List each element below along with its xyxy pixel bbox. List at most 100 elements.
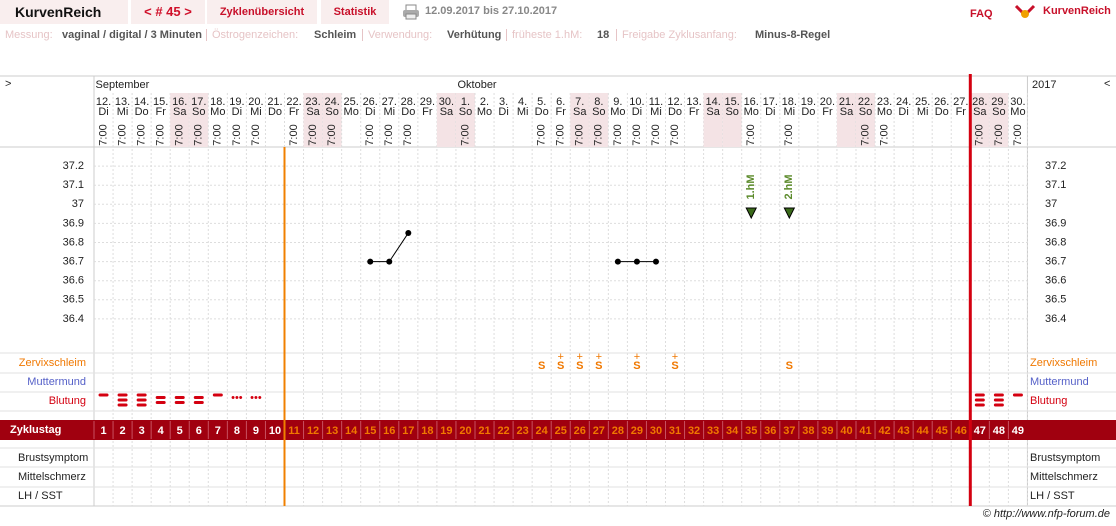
- bleeding-bar: [174, 396, 185, 399]
- time-label: 7:00: [364, 124, 376, 145]
- temperature-point: [652, 258, 659, 265]
- bleeding-bar: [98, 393, 109, 397]
- time-label: 7:00: [631, 124, 643, 145]
- row-label: Mittelschmerz: [18, 471, 86, 483]
- time-label: 7:00: [250, 124, 262, 145]
- cycle-day: 35: [745, 425, 757, 437]
- logo-text[interactable]: KurvenReich: [1043, 5, 1111, 17]
- cycle-nav[interactable]: < # 45 >: [131, 0, 205, 24]
- day-label: 24.: [324, 96, 339, 108]
- nav-right: <: [1104, 78, 1110, 90]
- y-tick-label: 36.4: [63, 313, 84, 325]
- tab[interactable]: Statistik: [321, 0, 389, 24]
- bleeding-bar: [212, 393, 223, 397]
- tab[interactable]: Zyklenübersicht: [207, 0, 317, 24]
- weekday-label: Mi: [917, 106, 929, 118]
- weekend-shade: [455, 93, 475, 147]
- y-tick-label: 36.7: [63, 256, 84, 268]
- cycle-day: 31: [669, 425, 681, 437]
- cycle-day: 21: [478, 425, 490, 437]
- time-label: 7:00: [536, 124, 548, 145]
- setting-value: 18: [597, 29, 610, 41]
- y-tick-label: 36.8: [63, 236, 84, 248]
- time-label: 7:00: [974, 124, 986, 145]
- time-label: 7:00: [288, 124, 300, 145]
- bleeding-bar: [974, 403, 985, 407]
- hm-label: 1.hM: [745, 174, 757, 199]
- weekday-label: So: [992, 106, 1005, 118]
- cycle-day: 19: [440, 425, 452, 437]
- logo-icon: [1014, 4, 1036, 18]
- weekday-label: Mi: [117, 106, 129, 118]
- y-tick-label: 36.5: [63, 294, 84, 306]
- footer: © http://www.nfp-forum.de: [983, 508, 1110, 520]
- brand[interactable]: KurvenReich: [0, 0, 128, 24]
- cycle-day: 9: [253, 425, 259, 437]
- cycle-day: 23: [517, 425, 529, 437]
- weekday-label: Fr: [422, 106, 433, 118]
- weekday-label: So: [459, 106, 472, 118]
- cycle-day: 5: [177, 425, 183, 437]
- time-label: 7:00: [993, 124, 1005, 145]
- time-label: 7:00: [97, 124, 109, 145]
- bleeding-bar: [993, 403, 1004, 407]
- cycle-day: 24: [536, 425, 549, 437]
- faq[interactable]: FAQ: [970, 8, 993, 20]
- day-label: 19.: [229, 96, 244, 108]
- day-label: 24.: [896, 96, 911, 108]
- cycle-day: 7: [215, 425, 221, 437]
- cervix-mark: S: [595, 360, 602, 372]
- temperature-point: [386, 258, 393, 265]
- cycle-day: 20: [459, 425, 471, 437]
- weekend-shade: [570, 93, 590, 147]
- weekday-label: Fr: [289, 106, 300, 118]
- setting-value: Minus-8-Regel: [755, 29, 831, 41]
- row-label: Blutung: [49, 395, 86, 407]
- cycle-day: 34: [726, 425, 739, 437]
- bleeding-bar: [1012, 393, 1023, 397]
- cervix-plus: +: [577, 351, 583, 363]
- weekday-label: Do: [535, 106, 549, 118]
- cycle-day: 48: [993, 425, 1005, 437]
- y-tick-label: 37: [1045, 198, 1057, 210]
- weekday-label: Mi: [250, 106, 262, 118]
- time-label: 7:00: [574, 124, 586, 145]
- cycle-day: 45: [936, 425, 948, 437]
- day-label: 18.: [782, 96, 797, 108]
- weekday-label: Sa: [173, 106, 187, 118]
- weekend-shade: [722, 93, 742, 147]
- time-label: 7:00: [669, 124, 681, 145]
- weekend-shade: [303, 93, 323, 147]
- bleeding-mark: [993, 393, 1004, 407]
- y-tick-label: 36.6: [63, 275, 84, 287]
- weekend-shade: [836, 93, 856, 147]
- row-label: LH / SST: [1030, 490, 1075, 502]
- bleeding-bar: [136, 393, 147, 397]
- weekday-label: Do: [135, 106, 149, 118]
- bleeding-spotting: •••: [250, 392, 262, 404]
- day-label: 26.: [363, 96, 378, 108]
- day-label: 13.: [115, 96, 130, 108]
- weekday-label: Fr: [556, 106, 567, 118]
- cycle-day: 22: [497, 425, 509, 437]
- weekday-label: Mo: [1010, 106, 1025, 118]
- day-label: 16.: [744, 96, 759, 108]
- cycle-day: 2: [120, 425, 126, 437]
- cycle-day: 46: [955, 425, 967, 437]
- weekday-label: Mi: [650, 106, 662, 118]
- weekend-shade: [856, 93, 876, 147]
- top-bar: KurvenReich < # 45 > Zyklenübersicht Sta…: [0, 0, 1116, 26]
- printer-icon[interactable]: [402, 4, 420, 20]
- bleeding-bar: [974, 398, 985, 402]
- cycle-day: 29: [631, 425, 643, 437]
- weekday-label: Di: [365, 106, 375, 118]
- cervix-mark: S: [576, 360, 583, 372]
- time-label: 7:00: [116, 124, 128, 145]
- setting-value: Schleim: [314, 29, 357, 41]
- row-label: Blutung: [1030, 395, 1067, 407]
- cycle-day: 37: [783, 425, 795, 437]
- day-label: 28.: [972, 96, 987, 108]
- cycle-day: 38: [802, 425, 814, 437]
- weekday-label: So: [325, 106, 338, 118]
